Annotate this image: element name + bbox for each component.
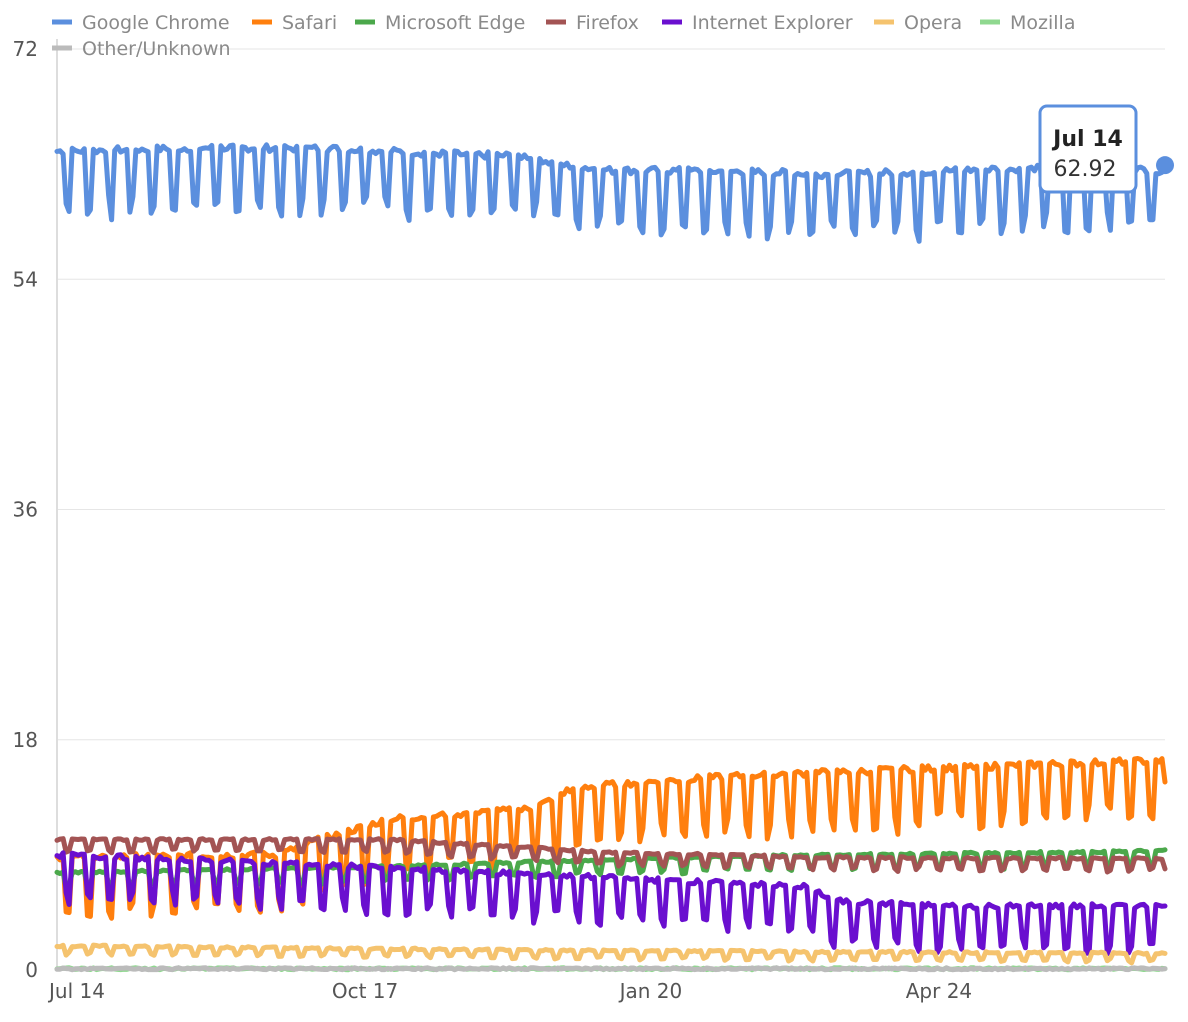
series-lines[interactable] bbox=[54, 142, 1174, 973]
series-line-firefox[interactable] bbox=[54, 836, 1168, 875]
legend-item[interactable]: Microsoft Edge bbox=[385, 12, 525, 34]
legend-item[interactable]: Mozilla bbox=[1010, 12, 1075, 34]
legend-item[interactable]: Other/Unknown bbox=[82, 38, 231, 60]
legend-item[interactable]: Firefox bbox=[576, 12, 639, 34]
legend-item[interactable]: Opera bbox=[904, 12, 962, 34]
tooltip: Jul 14 62.92 bbox=[1038, 104, 1138, 194]
x-tick-label: Jan 20 bbox=[618, 979, 683, 1003]
legend-item[interactable]: Google Chrome bbox=[82, 12, 230, 34]
series-line-google-chrome[interactable] bbox=[54, 142, 1168, 244]
legend[interactable]: Google Chrome Safari Microsoft Edge Firefox… bbox=[52, 12, 1075, 60]
y-tick-label: 36 bbox=[13, 498, 38, 522]
legend-item[interactable]: Safari bbox=[282, 12, 337, 34]
x-tick-label: Oct 17 bbox=[332, 979, 398, 1003]
x-tick-label: Apr 24 bbox=[906, 979, 972, 1003]
tooltip-box bbox=[1038, 104, 1138, 194]
series-line-other-unknown[interactable] bbox=[54, 965, 1168, 973]
series-line-internet-explorer[interactable] bbox=[54, 850, 1168, 957]
y-tick-label: 18 bbox=[13, 728, 38, 752]
axes: 0 18 36 54 72 Jul 14 Oct 17 Jan 20 Apr 24 bbox=[13, 37, 973, 1003]
legend-item[interactable]: Internet Explorer bbox=[692, 12, 853, 34]
y-tick-label: 72 bbox=[13, 37, 38, 61]
tooltip-marker[interactable] bbox=[1156, 156, 1174, 175]
series-line-opera[interactable] bbox=[54, 942, 1168, 966]
tooltip-date: Jul 14 bbox=[1051, 127, 1123, 152]
tooltip-value: 62.92 bbox=[1054, 157, 1117, 182]
y-tick-label: 54 bbox=[13, 267, 38, 291]
y-tick-label: 0 bbox=[25, 958, 38, 982]
x-tick-label: Jul 14 bbox=[47, 979, 105, 1003]
